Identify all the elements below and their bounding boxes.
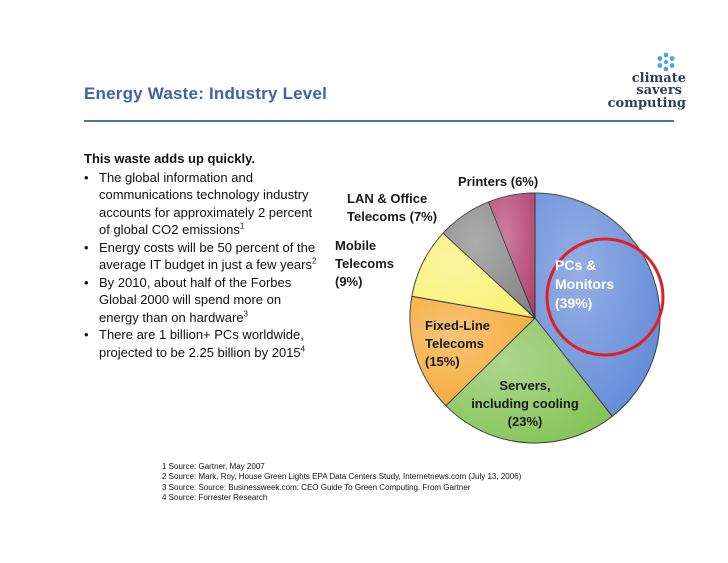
body-text: This waste adds up quickly. The global i… — [84, 150, 324, 361]
slice-label-line: including cooling — [471, 396, 579, 411]
slice-label-line: Fixed-Line — [425, 318, 490, 333]
asterisk-icon — [657, 52, 675, 72]
pie-slice-shade — [445, 318, 613, 444]
bullet-list: The global information and communication… — [84, 169, 324, 362]
sources-footnotes: 1 Source: Gartner, May 2007 2 Source: Ma… — [162, 462, 521, 503]
slice-label: Mobile Telecoms (9%) — [335, 238, 394, 289]
slice-label: Printers (6%) — [458, 174, 538, 189]
bullet-text: By 2010, about half of the Forbes Global… — [99, 274, 292, 325]
intro-text: This waste adds up quickly. — [84, 151, 255, 166]
footnote-ref: 1 — [239, 221, 245, 231]
title-divider — [84, 120, 674, 122]
slice-label-line: LAN & Office — [347, 191, 427, 206]
slice-label-line: Servers, — [499, 378, 550, 393]
source-line: 4 Source: Forrester Research — [162, 492, 268, 502]
bullet-item: There are 1 billion+ PCs worldwide, proj… — [84, 326, 324, 361]
climate-savers-logo — [588, 52, 684, 112]
bullet-item: By 2010, about half of the Forbes Global… — [84, 274, 324, 327]
slice-label: LAN & Office Telecoms (7%) — [347, 191, 437, 224]
logo-line-2: savers — [636, 83, 682, 98]
bullet-item: The global information and communication… — [84, 169, 324, 239]
slice-label-line: (15%) — [425, 354, 460, 369]
pie-slice-shade — [488, 193, 535, 318]
slice-label-line: Telecoms (7%) — [347, 209, 437, 224]
bullet-text: The global information and communication… — [99, 169, 313, 238]
slice-label-line: Mobile — [335, 238, 376, 253]
slide-title: Energy Waste: Industry Level — [84, 84, 328, 103]
footnote-ref: 3 — [243, 309, 248, 319]
pie-slice-shade — [535, 193, 661, 417]
slice-label-line: (39%) — [555, 295, 592, 311]
slice-label: Fixed-Line Telecoms (15%) — [425, 318, 490, 369]
pie-slice-shade — [410, 296, 535, 406]
logo-line-3: computing — [607, 96, 686, 111]
pie-slice-shade — [411, 233, 535, 318]
slice-label: PCs & Monitors (39%) — [555, 257, 614, 311]
bullet-text: There are 1 billion+ PCs worldwide, proj… — [99, 327, 304, 360]
bullet-text: Energy costs will be 50 percent of the a… — [99, 239, 316, 273]
highlight-circle — [545, 237, 665, 357]
slice-label-line: (9%) — [335, 274, 362, 289]
logo-line-1: climate — [631, 71, 686, 86]
slice-label: Servers, including cooling (23%) — [471, 378, 579, 429]
slice-label-line: Printers (6%) — [458, 174, 538, 189]
footnote-ref: 4 — [300, 344, 306, 354]
slice-label-line: Telecoms — [335, 256, 394, 271]
slice-label-line: Monitors — [555, 276, 614, 292]
slice-label-line: (23%) — [508, 414, 543, 429]
footnote-ref: 2 — [311, 256, 317, 266]
slice-label-line: Telecoms — [425, 336, 484, 351]
slice-label-line: PCs & — [555, 257, 596, 273]
source-line: 3 Source: Source: Businessweek.com: CEO … — [162, 482, 471, 492]
bullet-item: Energy costs will be 50 percent of the a… — [84, 239, 324, 274]
pie-slice-shade — [443, 201, 535, 318]
source-line: 2 Source: Mark, Roy, House Green Lights … — [162, 472, 522, 482]
source-line: 1 Source: Gartner, May 2007 — [162, 462, 265, 471]
